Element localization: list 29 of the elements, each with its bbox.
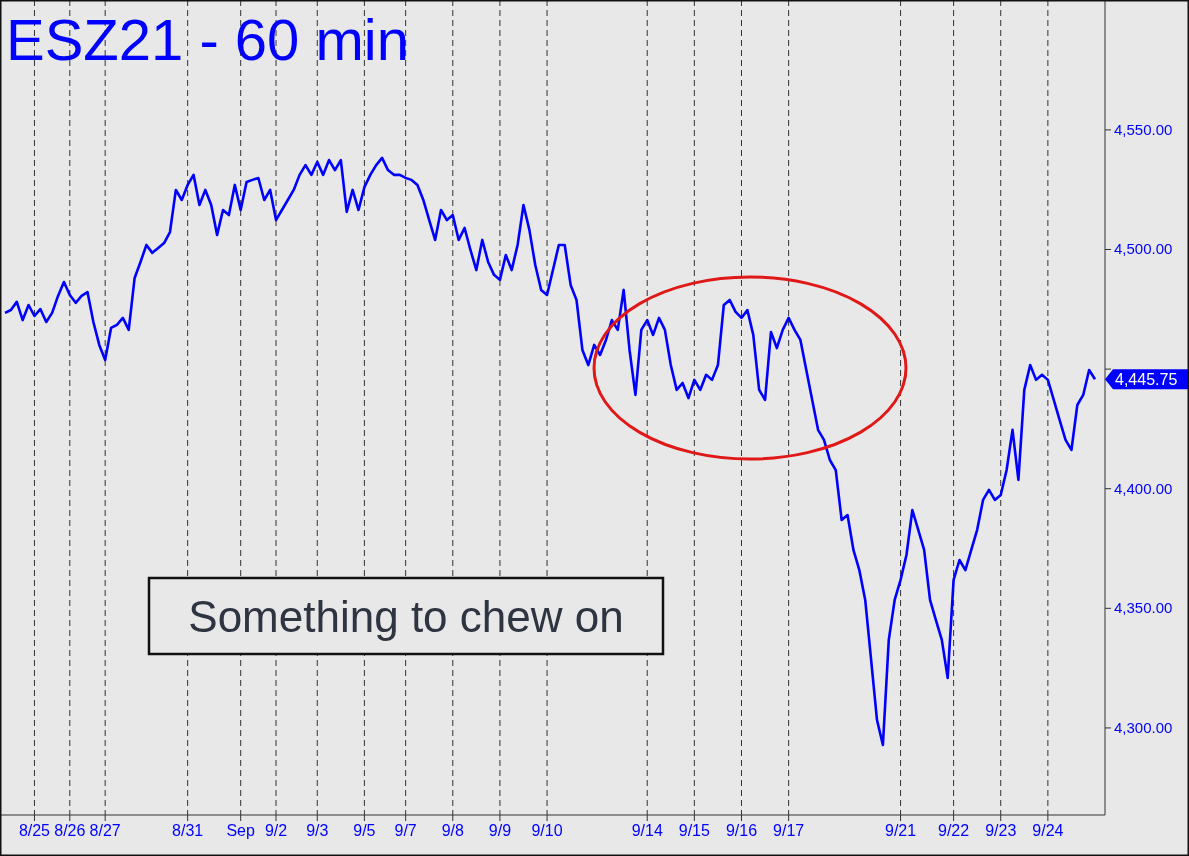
x-tick-label: 9/14: [631, 822, 663, 839]
y-tick-label: 4,500.00: [1114, 240, 1173, 258]
x-tick-label: 9/23: [985, 822, 1017, 839]
text: 4,445.75: [1115, 371, 1178, 389]
y-tick-label: 4,350.00: [1114, 599, 1173, 617]
x-tick-label: 9/22: [938, 822, 970, 839]
x-tick-label: 9/10: [531, 822, 563, 839]
x-tick-label: 9/17: [773, 822, 805, 839]
x-tick-label: 9/5: [353, 822, 376, 839]
y-tick-label: 4,400.00: [1114, 479, 1173, 497]
x-tick-label: 8/31: [172, 822, 204, 839]
chart-title: ESZ21 - 60 min: [6, 7, 409, 72]
x-tick-label: 9/15: [678, 822, 711, 839]
y-tick-label: 4,550.00: [1114, 120, 1173, 138]
x-tick-label: 9/16: [725, 822, 758, 839]
x-tick-label: 8/25: [18, 822, 51, 839]
x-tick-label: 9/9: [488, 822, 512, 839]
x-tick-label: 9/2: [264, 822, 288, 839]
annotation: Something to chew on: [188, 592, 624, 641]
x-tick-label: 9/24: [1032, 822, 1064, 839]
y-tick-label: 4,300.00: [1114, 718, 1173, 736]
x-tick-label: 9/8: [441, 822, 464, 839]
x-tick-label: Sep: [226, 822, 256, 839]
x-tick-label: 9/21: [885, 822, 917, 839]
x-tick-label: 8/26: [54, 822, 86, 839]
line-series: [3, 156, 1097, 747]
x-tick-label: 8/27: [89, 822, 121, 839]
x-tick-label: 9/3: [306, 822, 329, 839]
x-tick-label: 9/7: [394, 822, 417, 839]
